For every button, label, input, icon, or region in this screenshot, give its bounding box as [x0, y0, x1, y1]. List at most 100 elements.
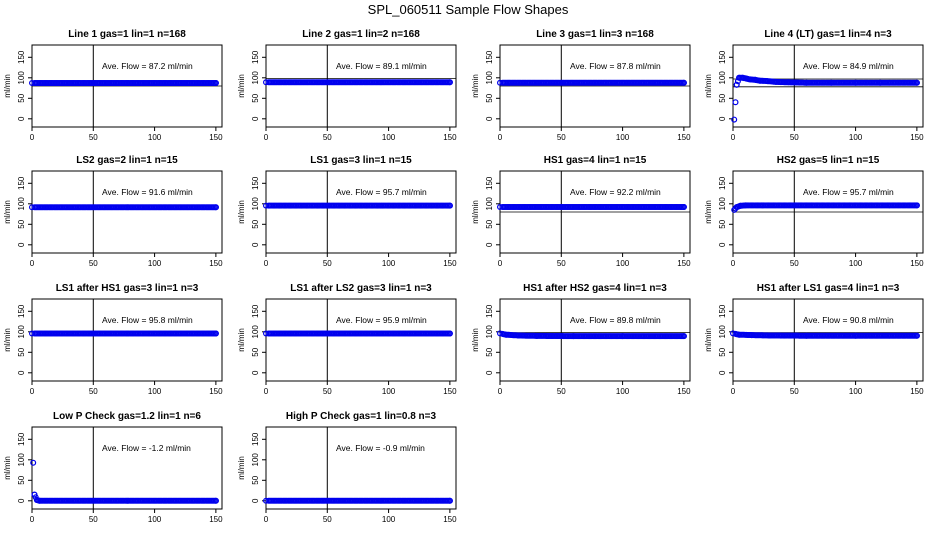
panel-title: High P Check gas=1 lin=0.8 n=3: [286, 411, 437, 422]
panel-2: Line 2 gas=1 lin=2 n=168 ml/min 0 50 100 150 0…: [237, 29, 457, 142]
plot-frame: [31, 426, 223, 510]
x-tick-label: 50: [323, 387, 332, 396]
x-tick-label: 150: [443, 387, 457, 396]
y-tick-label: 150: [251, 432, 260, 446]
data-point: [212, 497, 219, 504]
x-tick-label: 100: [616, 133, 630, 142]
data-point: [446, 79, 453, 86]
y-tick-label: 0: [251, 242, 260, 247]
x-tick-label: 100: [382, 515, 396, 524]
data-point: [212, 204, 219, 211]
x-tick-label: 50: [323, 515, 332, 524]
panel-title: HS1 gas=4 lin=1 n=15: [544, 155, 647, 166]
x-tick-label: 0: [30, 259, 35, 268]
x-tick-label: 50: [89, 133, 98, 142]
y-tick-label: 0: [17, 116, 26, 121]
average-flow-annotation: Ave. Flow = 95.7 ml/min: [336, 187, 427, 197]
x-tick-label: 50: [557, 259, 566, 268]
average-flow-annotation: Ave. Flow = 92.2 ml/min: [570, 187, 661, 197]
y-tick-label: 100: [17, 453, 26, 467]
y-tick-label: 150: [485, 50, 494, 64]
y-tick-label: 0: [485, 242, 494, 247]
panel-7: HS1 gas=4 lin=1 n=15 ml/min 0 50 100 150 0 50 10…: [471, 155, 691, 268]
data-point: [732, 99, 739, 106]
panel-12: HS1 after LS1 gas=4 lin=1 n=3 ml/min 0 50 10…: [704, 283, 924, 396]
figure-title: SPL_060511 Sample Flow Shapes: [367, 2, 569, 17]
plot-frame: [265, 44, 457, 128]
panel-4: Line 4 (LT) gas=1 lin=4 n=3 ml/min 0 50 100 1…: [704, 29, 924, 142]
y-tick-label: 100: [718, 325, 727, 339]
y-tick-label: 100: [251, 197, 260, 211]
panel-title: Low P Check gas=1.2 lin=1 n=6: [53, 411, 201, 422]
average-flow-annotation: Ave. Flow = 95.7 ml/min: [803, 187, 894, 197]
average-flow-annotation: Ave. Flow = -0.9 ml/min: [336, 443, 425, 453]
panel-8: HS2 gas=5 lin=1 n=15 ml/min 0 50 100 150 0 50 10…: [704, 155, 924, 268]
data-point: [680, 79, 687, 86]
y-tick-label: 50: [251, 475, 260, 484]
panel-title: Line 3 gas=1 lin=3 n=168: [536, 29, 654, 40]
x-tick-label: 50: [790, 133, 799, 142]
y-tick-label: 100: [251, 71, 260, 85]
y-tick-label: 50: [17, 219, 26, 228]
x-tick-label: 100: [616, 259, 630, 268]
y-axis-label: ml/min: [471, 200, 480, 224]
y-tick-label: 150: [251, 176, 260, 190]
x-tick-label: 150: [677, 259, 691, 268]
x-tick-label: 50: [89, 259, 98, 268]
y-tick-label: 150: [718, 304, 727, 318]
x-tick-label: 0: [498, 387, 503, 396]
data-point: [913, 332, 920, 339]
plot-frame: [265, 170, 457, 254]
y-tick-label: 0: [17, 242, 26, 247]
y-tick-label: 150: [485, 304, 494, 318]
x-tick-label: 0: [498, 133, 503, 142]
y-tick-label: 100: [718, 71, 727, 85]
y-tick-label: 50: [718, 347, 727, 356]
x-tick-label: 150: [677, 387, 691, 396]
y-axis-label: ml/min: [237, 74, 246, 98]
y-tick-label: 0: [718, 242, 727, 247]
y-tick-label: 50: [485, 219, 494, 228]
x-tick-label: 100: [382, 387, 396, 396]
x-tick-label: 150: [209, 133, 223, 142]
data-point: [446, 330, 453, 337]
y-tick-label: 100: [485, 71, 494, 85]
x-tick-label: 0: [731, 387, 736, 396]
y-tick-label: 100: [17, 325, 26, 339]
x-tick-label: 100: [849, 387, 863, 396]
y-tick-label: 100: [485, 325, 494, 339]
average-flow-annotation: Ave. Flow = 87.2 ml/min: [102, 61, 193, 71]
panel-title: LS1 after LS2 gas=3 lin=1 n=3: [290, 283, 432, 294]
y-tick-label: 0: [251, 498, 260, 503]
x-tick-label: 0: [264, 259, 269, 268]
y-tick-label: 50: [251, 347, 260, 356]
x-tick-label: 150: [910, 259, 924, 268]
panel-5: LS2 gas=2 lin=1 n=15 ml/min 0 50 100 150 0 50 10…: [3, 155, 223, 268]
y-axis-label: ml/min: [704, 328, 713, 352]
plot-frame: [31, 298, 223, 382]
data-point: [680, 333, 687, 340]
average-flow-annotation: Ave. Flow = 84.9 ml/min: [803, 61, 894, 71]
y-tick-label: 150: [17, 176, 26, 190]
data-point: [680, 204, 687, 211]
y-tick-label: 50: [251, 219, 260, 228]
x-tick-label: 150: [443, 515, 457, 524]
x-tick-label: 150: [209, 387, 223, 396]
y-axis-label: ml/min: [471, 74, 480, 98]
y-tick-label: 50: [485, 347, 494, 356]
x-tick-label: 0: [264, 387, 269, 396]
y-tick-label: 100: [718, 197, 727, 211]
data-point: [446, 497, 453, 504]
y-tick-label: 50: [718, 93, 727, 102]
y-tick-label: 150: [17, 304, 26, 318]
panel-title: Line 4 (LT) gas=1 lin=4 n=3: [764, 29, 892, 40]
y-tick-label: 100: [251, 453, 260, 467]
y-axis-label: ml/min: [704, 200, 713, 224]
data-point: [733, 81, 740, 88]
average-flow-annotation: Ave. Flow = 89.1 ml/min: [336, 61, 427, 71]
panel-3: Line 3 gas=1 lin=3 n=168 ml/min 0 50 100 150 0…: [471, 29, 691, 142]
average-flow-annotation: Ave. Flow = 87.8 ml/min: [570, 61, 661, 71]
x-tick-label: 100: [148, 387, 162, 396]
y-tick-label: 0: [17, 498, 26, 503]
panel-10: LS1 after LS2 gas=3 lin=1 n=3 ml/min 0 50 10…: [237, 283, 457, 396]
